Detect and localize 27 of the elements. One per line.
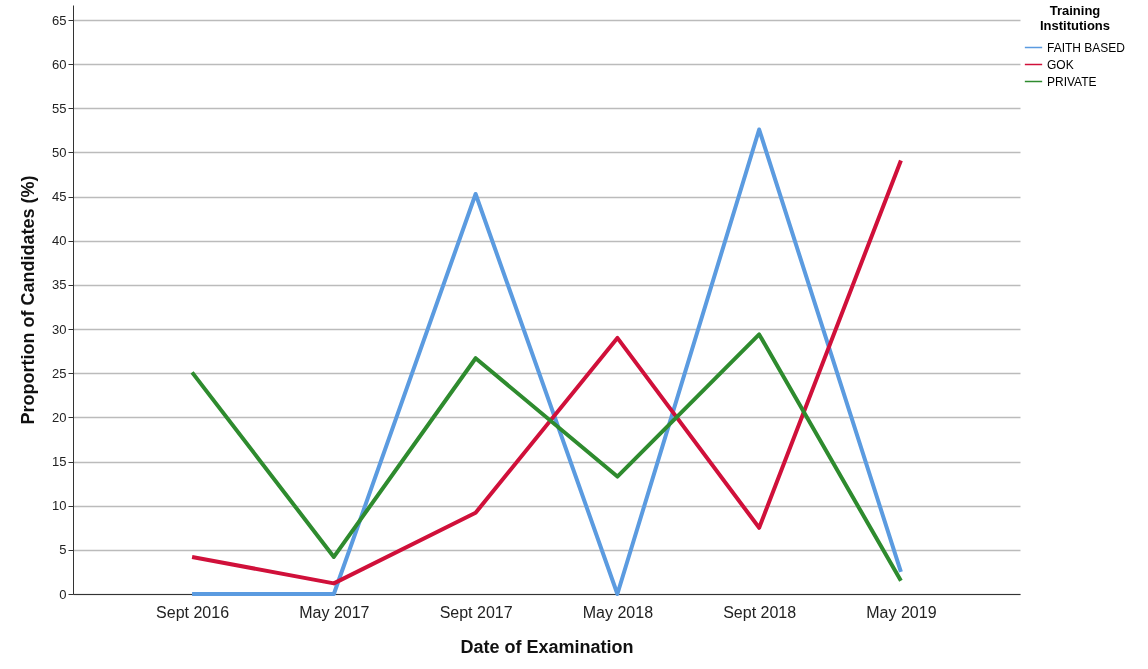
x-tick-label: Sept 2018 — [723, 603, 797, 621]
y-tick-label: 0 — [59, 586, 67, 602]
legend-title: Training Institutions — [1039, 3, 1111, 33]
x-tick-label: May 2017 — [299, 603, 370, 621]
y-tick-label: 15 — [52, 454, 67, 470]
x-tick-label: May 2019 — [866, 603, 937, 621]
x-tick-label: Sept 2017 — [439, 603, 513, 621]
y-tick-label: 10 — [52, 498, 67, 514]
line-series — [190, 332, 903, 583]
y-axis-title: Proportion of Candidates (%) — [18, 175, 39, 425]
y-tick-label: 65 — [52, 12, 67, 28]
y-tick-label: 25 — [52, 365, 67, 381]
y-tick-label: 30 — [52, 321, 67, 337]
x-axis-title: Date of Examination — [460, 636, 634, 657]
x-tick-label: May 2018 — [582, 603, 654, 621]
legend-label: FAITH BASED — [1047, 40, 1126, 55]
y-tick-label: 35 — [52, 277, 67, 293]
y-tick-label: 45 — [52, 189, 67, 205]
y-tick-label: 60 — [52, 56, 67, 72]
y-tick-label: 50 — [52, 144, 67, 160]
y-tick-label: 5 — [59, 542, 67, 558]
y-tick-label: 20 — [52, 409, 67, 425]
x-tick-label: Sept 2016 — [156, 603, 230, 621]
legend-label: PRIVATE — [1047, 74, 1097, 89]
y-tick-label: 40 — [52, 233, 67, 249]
y-tick-label: 55 — [52, 100, 67, 116]
legend-label: GOK — [1047, 57, 1074, 72]
